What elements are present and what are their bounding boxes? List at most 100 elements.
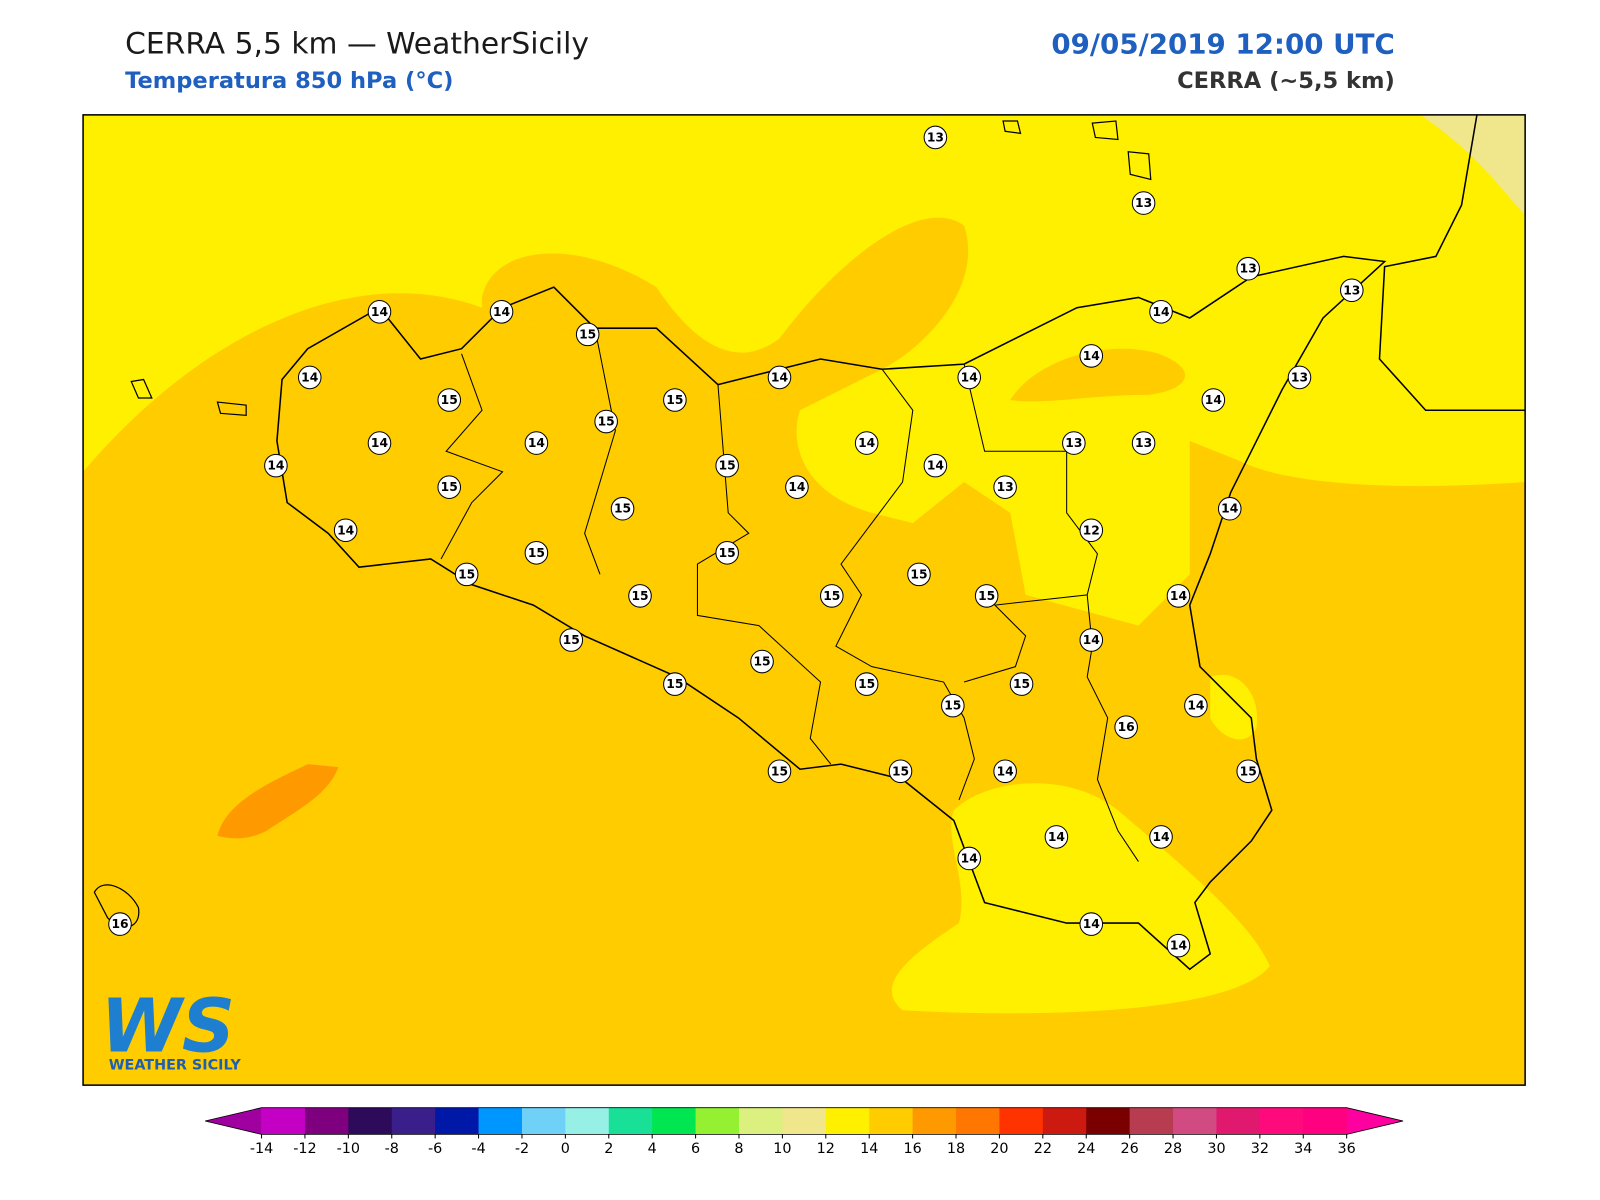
station-marker	[628, 584, 652, 608]
station-value: 12	[1083, 523, 1100, 537]
colorbar-under	[205, 1107, 262, 1135]
colorbar-tick-label: 14	[860, 1141, 878, 1157]
station-marker	[1149, 825, 1173, 849]
station-value: 13	[1135, 196, 1152, 210]
station-value: 14	[1048, 830, 1065, 844]
station-value: 16	[1118, 720, 1135, 734]
colorbar-tick-label: 4	[648, 1141, 657, 1157]
colorbar-bin	[1303, 1107, 1348, 1135]
station-marker	[367, 300, 392, 324]
colorbar-tick-label: 10	[773, 1141, 791, 1157]
colorbar-bin	[1129, 1107, 1174, 1135]
station-value: 14	[371, 436, 388, 450]
station-marker	[854, 431, 879, 455]
station-value: 15	[579, 327, 596, 341]
station-marker	[663, 672, 687, 696]
station-marker	[1131, 431, 1156, 455]
station-marker	[333, 518, 358, 543]
colorbar-bin	[1086, 1107, 1131, 1135]
station-value: 14	[371, 305, 388, 319]
colorbar-bin	[738, 1107, 783, 1135]
station-value: 14	[1187, 699, 1204, 713]
colorbar-tick-label: -10	[337, 1141, 360, 1157]
field-14	[1210, 674, 1258, 740]
source: CERRA (~5,5 km)	[1177, 68, 1395, 94]
station-marker	[489, 300, 514, 324]
station-marker	[524, 541, 549, 565]
colorbar-bin	[825, 1107, 870, 1135]
field-16	[482, 217, 969, 411]
title: CERRA 5,5 km — WeatherSicily	[125, 26, 589, 61]
station-marker	[1339, 278, 1364, 303]
colorbar-bin	[348, 1107, 393, 1135]
colorbar-tick-label: -8	[385, 1141, 399, 1157]
colorbar-bin	[999, 1107, 1044, 1135]
station-marker	[264, 453, 288, 478]
station-marker	[888, 759, 913, 784]
station-value: 13	[1291, 370, 1308, 384]
colorbar-bin	[304, 1107, 349, 1135]
station-marker	[367, 431, 392, 455]
station-value: 14	[771, 370, 788, 384]
colorbar-bin	[391, 1107, 436, 1135]
station-value: 15	[719, 546, 736, 560]
station-value: 14	[1083, 917, 1100, 931]
island	[93, 120, 1152, 928]
station-value: 15	[614, 502, 631, 516]
station-value: 15	[441, 393, 458, 407]
station-value: 13	[1240, 262, 1257, 276]
station-value: 13	[927, 130, 944, 144]
station-value: 14	[927, 459, 944, 473]
station-value: 14	[301, 370, 318, 384]
station-marker	[1287, 365, 1312, 390]
subtitle: Temperatura 850 hPa (°C)	[125, 68, 453, 94]
colorbar-tick-label: 36	[1338, 1141, 1356, 1157]
datetime: 09/05/2019 12:00 UTC	[1051, 27, 1394, 60]
field-18	[217, 764, 339, 839]
colorbar-tick-label: 6	[691, 1141, 700, 1157]
station-marker	[524, 431, 549, 455]
coastline	[1378, 114, 1526, 412]
station-marker	[1149, 300, 1173, 324]
station-value: 14	[267, 459, 284, 473]
station-marker	[1114, 715, 1138, 739]
station-marker	[575, 322, 600, 347]
station-marker	[993, 759, 1017, 784]
colorbar-tick-label: 28	[1164, 1141, 1182, 1157]
station-marker	[437, 388, 462, 412]
colorbar-tick-label: -2	[515, 1141, 529, 1157]
station-value: 15	[753, 655, 770, 669]
station-marker	[594, 409, 618, 434]
station-marker	[559, 628, 584, 652]
station-marker	[854, 672, 879, 696]
station-marker	[1009, 672, 1034, 696]
colorbar-tick-label: 2	[604, 1141, 613, 1157]
station-value: 14	[961, 370, 978, 384]
colorbar-tick-label: 24	[1077, 1141, 1095, 1157]
colorbar-bin	[782, 1107, 827, 1135]
colorbar-bin	[478, 1107, 523, 1135]
colorbar-tick-label: 20	[990, 1141, 1008, 1157]
colorbar-tick-label: 30	[1207, 1141, 1225, 1157]
station-marker	[767, 365, 792, 390]
station-marker	[610, 496, 635, 521]
station-value: 14	[1152, 830, 1169, 844]
map-frame	[82, 114, 1526, 1086]
station-marker	[923, 453, 948, 478]
station-value: 13	[1343, 283, 1360, 297]
station-value: 15	[823, 589, 840, 603]
station-value: 15	[666, 393, 683, 407]
station-value: 13	[1135, 436, 1152, 450]
station-marker	[957, 846, 982, 871]
colorbar-bin	[695, 1107, 740, 1135]
station-value: 14	[858, 436, 875, 450]
station-value: 14	[961, 851, 978, 865]
station-value: 15	[1013, 677, 1030, 691]
colorbar-tick-label: 32	[1251, 1141, 1269, 1157]
station-value: 15	[719, 459, 736, 473]
station-value: 14	[1170, 939, 1187, 953]
station-value: 14	[493, 305, 510, 319]
colorbar-tick-label: 22	[1034, 1141, 1052, 1157]
station-value: 14	[997, 764, 1014, 778]
